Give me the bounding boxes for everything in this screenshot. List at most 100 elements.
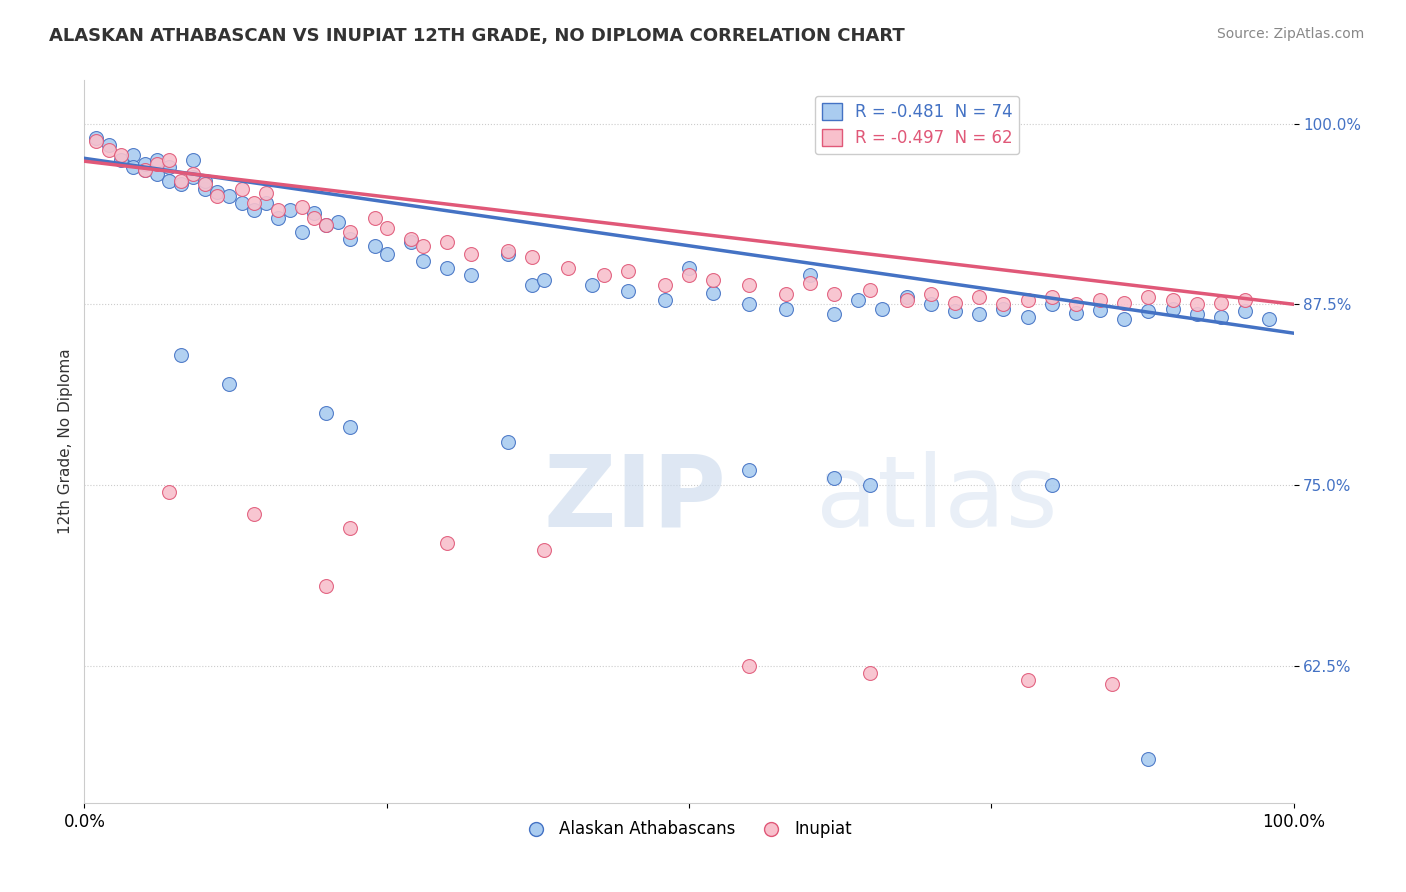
Point [1040, 478, 1063, 492]
Point [218, 189, 240, 203]
Point [375, 220, 398, 235]
Point [315, 406, 337, 420]
Point [315, 218, 337, 232]
Point [533, 543, 555, 558]
Point [181, 170, 204, 185]
Point [993, 297, 1015, 311]
Text: Source: ZipAtlas.com: Source: ZipAtlas.com [1216, 27, 1364, 41]
Point [1137, 304, 1160, 318]
Point [267, 203, 290, 218]
Point [1017, 293, 1039, 307]
Point [146, 157, 169, 171]
Point [496, 246, 519, 260]
Point [170, 178, 193, 192]
Point [134, 162, 156, 177]
Point [1161, 293, 1184, 307]
Point [339, 225, 361, 239]
Point [134, 162, 156, 177]
Point [738, 463, 761, 477]
Point [267, 211, 290, 225]
Point [86, 134, 108, 148]
Point [581, 278, 603, 293]
Point [207, 189, 229, 203]
Point [194, 178, 217, 192]
Point [533, 273, 555, 287]
Point [993, 301, 1015, 316]
Point [218, 376, 240, 391]
Point [1040, 290, 1063, 304]
Point [1258, 311, 1281, 326]
Point [254, 186, 277, 200]
Point [1088, 293, 1111, 307]
Point [97, 143, 120, 157]
Point [520, 278, 543, 293]
Point [593, 268, 616, 283]
Point [157, 160, 180, 174]
Point [967, 307, 990, 321]
Point [896, 293, 918, 307]
Point [315, 579, 337, 593]
Point [242, 203, 264, 218]
Point [1185, 307, 1208, 321]
Point [678, 268, 700, 283]
Point [231, 196, 253, 211]
Point [520, 250, 543, 264]
Point [291, 201, 314, 215]
Point [943, 295, 966, 310]
Point [678, 261, 700, 276]
Point [86, 131, 108, 145]
Point [146, 153, 169, 167]
Point [1234, 304, 1257, 318]
Point [231, 182, 253, 196]
Point [967, 290, 990, 304]
Text: ALASKAN ATHABASCAN VS INUPIAT 12TH GRADE, NO DIPLOMA CORRELATION CHART: ALASKAN ATHABASCAN VS INUPIAT 12TH GRADE… [49, 27, 905, 45]
Point [121, 148, 143, 162]
Point [134, 157, 156, 171]
Point [157, 174, 180, 188]
Point [291, 225, 314, 239]
Point [896, 290, 918, 304]
Point [436, 535, 458, 549]
Point [654, 293, 676, 307]
Point [339, 521, 361, 535]
Point [1209, 295, 1232, 310]
Point [1185, 297, 1208, 311]
Point [496, 244, 519, 258]
Point [1064, 306, 1087, 320]
Point [1137, 752, 1160, 766]
Point [1040, 297, 1063, 311]
Point [859, 665, 882, 680]
Point [846, 293, 869, 307]
Point [702, 285, 724, 300]
Point [302, 211, 325, 225]
Point [920, 297, 942, 311]
Legend: Alaskan Athabascans, Inupiat: Alaskan Athabascans, Inupiat [519, 814, 859, 845]
Y-axis label: 12th Grade, No Diploma: 12th Grade, No Diploma [58, 349, 73, 534]
Point [1101, 677, 1123, 691]
Point [170, 348, 193, 362]
Point [799, 268, 821, 283]
Point [1114, 295, 1136, 310]
Point [1088, 303, 1111, 318]
Point [823, 471, 845, 485]
Point [617, 285, 640, 299]
Point [181, 153, 204, 167]
Point [738, 278, 761, 293]
Point [194, 182, 217, 196]
Point [859, 478, 882, 492]
Point [412, 239, 434, 253]
Point [799, 276, 821, 290]
Point [702, 273, 724, 287]
Point [1017, 673, 1039, 687]
Point [1017, 310, 1039, 325]
Point [242, 196, 264, 211]
Point [654, 278, 676, 293]
Point [315, 218, 337, 232]
Point [943, 304, 966, 318]
Point [375, 246, 398, 260]
Point [617, 264, 640, 278]
Point [460, 246, 482, 260]
Point [859, 283, 882, 297]
Point [363, 239, 385, 253]
Point [1137, 290, 1160, 304]
